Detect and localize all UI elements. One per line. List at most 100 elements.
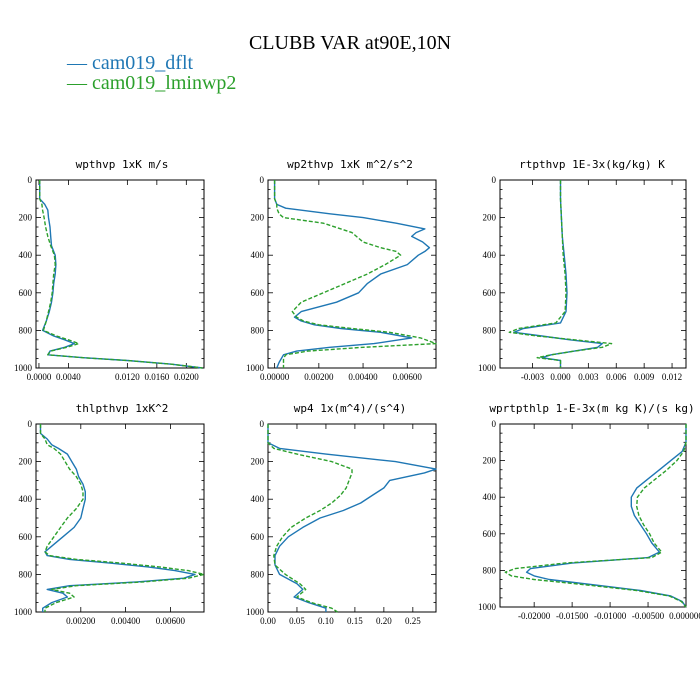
y-tick-label: 0 [28,175,33,185]
y-tick-label: 600 [483,288,497,298]
plot-frame [267,179,437,369]
legend-entry-lminwp2: — cam019_lminwp2 [66,72,236,94]
y-tick-label: 800 [19,569,33,579]
series-line-cam019_lminwp2 [273,180,437,368]
plot-frame [267,423,437,613]
y-tick-label: 400 [483,492,497,502]
plot-frame [499,179,687,369]
x-tick-label: 0.00200 [304,372,334,382]
subplot-2: wp2thvp 1xK m^2/s^2020040060080010000.00… [246,158,437,382]
x-tick-label: 0.15 [347,616,363,626]
y-tick-label: 600 [19,288,33,298]
y-tick-label: 400 [19,494,33,504]
x-tick-label: -0.00500 [632,611,665,621]
y-tick-label: 800 [483,325,497,335]
series-line-cam019_dflt [39,424,196,612]
legend: — cam019_dflt — cam019_lminwp2 [66,52,236,94]
y-tick-label: 200 [251,213,265,223]
y-tick-label: 800 [483,565,497,575]
y-tick-label: 0 [260,175,265,185]
y-tick-label: 600 [19,532,33,542]
y-tick-label: 400 [483,250,497,260]
x-tick-label: 0.00600 [393,372,423,382]
series-line-cam019_dflt [273,180,431,369]
x-tick-label: 0.00600 [156,616,186,626]
plot-frame [499,423,687,608]
y-tick-label: 200 [19,457,33,467]
y-tick-label: 800 [251,569,265,579]
x-tick-label: 0.00200 [66,616,96,626]
subplot-title: rtpthvp 1E-3x(kg/kg) K [519,158,665,171]
x-tick-label: 0.000000 [669,611,700,621]
x-tick-label: 0.00000 [260,372,290,382]
x-tick-label: 0.0120 [115,372,140,382]
y-tick-label: 1000 [478,363,497,373]
x-tick-label: 0.0200 [174,372,199,382]
y-tick-label: 600 [483,529,497,539]
y-tick-label: 0 [260,419,265,429]
series-line-cam019_dflt [525,424,687,608]
x-tick-label: 0.0040 [56,372,81,382]
series-line-cam019_dflt [513,180,603,368]
x-tick-label: 0.0160 [144,372,169,382]
x-tick-label: 0.00400 [348,372,378,382]
series-line-cam019_dflt [39,180,203,369]
x-tick-label: -0.003 [521,372,545,382]
plot-frame [35,179,205,369]
y-tick-label: 1000 [246,363,265,373]
y-tick-label: 800 [19,325,33,335]
subplot-4: thlpthvp 1xK^2 0 200 400 600 800 1000 0.00200 0.… [14,402,205,626]
y-tick-label: 0 [492,175,497,185]
x-tick-label: 0.10 [318,616,334,626]
x-tick-label: 0.00 [260,616,276,626]
subplot-title: wprtpthlp 1-E-3x(m kg K)/(s kg) [489,402,694,415]
x-tick-label: 0.003 [578,372,599,382]
y-tick-label: 1000 [478,602,497,612]
x-tick-label: 0.000 [550,372,571,382]
subplot-6: wprtpthlp 1-E-3x(m kg K)/(s kg) 0 200 400 60… [478,402,700,621]
y-tick-label: 400 [251,494,265,504]
x-tick-label: 0.006 [606,372,627,382]
y-tick-label: 600 [251,532,265,542]
series-line-cam019_lminwp2 [39,424,205,612]
x-tick-label: 0.012 [662,372,682,382]
series-line-cam019_lminwp2 [267,424,353,613]
series-line-cam019_lminwp2 [504,424,687,608]
y-tick-label: 0 [492,419,497,429]
x-tick-label: 0.05 [289,616,305,626]
y-tick-label: 400 [19,250,33,260]
y-tick-label: 1000 [14,363,33,373]
y-tick-label: 0 [28,419,33,429]
y-tick-label: 200 [483,456,497,466]
x-tick-label: 0.009 [634,372,655,382]
y-tick-label: 200 [251,457,265,467]
figure-title: CLUBB VAR at90E,10N [249,32,451,54]
subplot-3: rtpthvp 1E-3x(kg/kg) K 0 200 400 600 800 1000 -… [478,158,687,382]
y-tick-label: 400 [251,250,265,260]
y-tick-label: 800 [251,325,265,335]
series-line-cam019_dflt [267,424,437,612]
x-tick-label: 0.20 [376,616,392,626]
y-tick-label: 200 [483,213,497,223]
x-tick-label: 0.25 [405,616,421,626]
x-tick-label: -0.02000 [518,611,551,621]
series-line-cam019_lminwp2 [508,180,613,368]
subplot-title: wp4 1x(m^4)/(s^4) [294,402,407,415]
y-tick-label: 1000 [14,607,33,617]
y-tick-label: 1000 [246,607,265,617]
x-tick-label: 0.0000 [27,372,52,382]
y-tick-label: 200 [19,213,33,223]
x-tick-label: -0.01500 [556,611,589,621]
y-tick-label: 600 [251,288,265,298]
x-tick-label: -0.01000 [594,611,627,621]
subplot-title: wpthvp 1xK m/s [76,158,169,171]
subplot-title: thlpthvp 1xK^2 [76,402,169,415]
x-tick-label: 0.00400 [111,616,141,626]
legend-entry-dflt: — cam019_dflt [66,52,194,74]
subplot-title: wp2thvp 1xK m^2/s^2 [287,158,413,171]
series-line-cam019_lminwp2 [39,180,203,369]
